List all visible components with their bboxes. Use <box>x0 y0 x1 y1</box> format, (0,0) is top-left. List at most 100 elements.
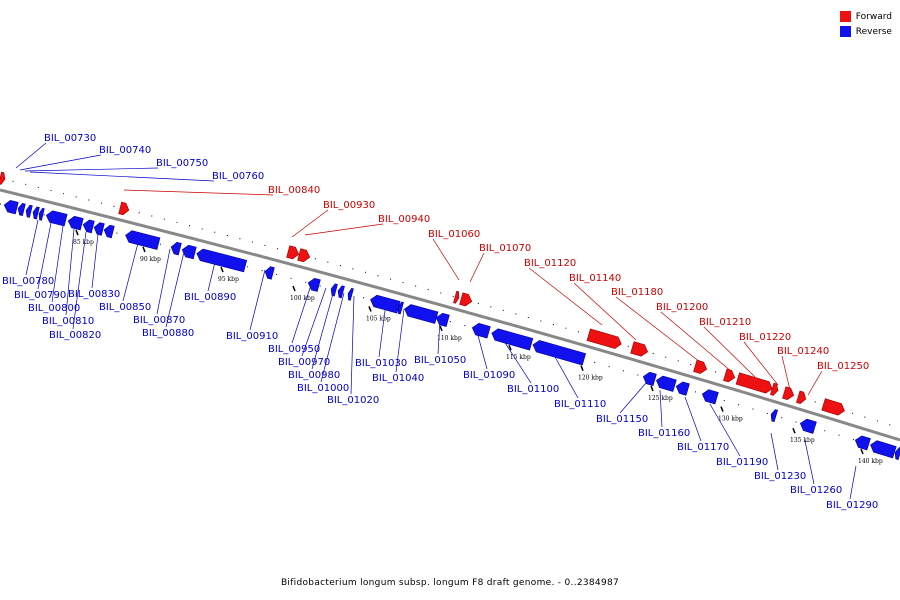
reverse-leader <box>65 228 75 316</box>
reverse-gene-15[interactable] <box>3 199 19 215</box>
forward-gene-4[interactable] <box>453 290 460 304</box>
gene-shape <box>532 340 586 366</box>
reverse-gene-41[interactable] <box>642 371 657 387</box>
reverse-leader <box>165 251 185 328</box>
gene-shape <box>38 207 45 221</box>
reverse-gene-38[interactable] <box>471 322 491 339</box>
scale-tick <box>142 246 146 253</box>
reverse-gene-20[interactable] <box>45 210 68 227</box>
forward-gene-1[interactable] <box>118 201 131 216</box>
gene-shape <box>491 328 534 351</box>
reverse-gene-46[interactable] <box>799 418 817 434</box>
reverse-gene-47[interactable] <box>854 434 871 451</box>
forward-gene-5[interactable] <box>459 292 474 308</box>
tick-label: 105 kbp <box>366 315 391 322</box>
forward-gene-13[interactable] <box>796 390 807 405</box>
reverse-gene-26[interactable] <box>170 241 182 256</box>
tick-label: 120 kbp <box>578 375 603 382</box>
forward-gene-11[interactable] <box>770 382 779 396</box>
reverse-track-guide <box>0 203 900 455</box>
reverse-leader <box>29 171 215 182</box>
scale-tick <box>508 344 512 351</box>
reverse-gene-22[interactable] <box>82 219 95 234</box>
reverse-leader <box>311 289 335 370</box>
forward-gene-6[interactable] <box>586 328 623 350</box>
reverse-gene-29[interactable] <box>264 266 275 280</box>
forward-gene-2[interactable] <box>286 245 301 260</box>
gene-shape <box>25 204 33 218</box>
reverse-gene-32[interactable] <box>337 285 345 299</box>
gene-shape <box>770 409 779 423</box>
legend-reverse: Reverse <box>839 24 892 39</box>
genome-backbone <box>0 188 900 442</box>
forward-gene-9[interactable] <box>723 368 736 383</box>
reverse-gene-42[interactable] <box>655 375 677 392</box>
forward-gene-0[interactable] <box>0 171 6 185</box>
gene-shape <box>93 222 105 236</box>
reverse-gene-35[interactable] <box>396 301 404 315</box>
reverse-gene-label: BIL_01050 <box>414 355 466 366</box>
gene-shape <box>435 312 450 328</box>
forward-leader <box>291 209 329 238</box>
forward-gene-3[interactable] <box>297 248 312 263</box>
forward-leader <box>573 282 637 341</box>
reverse-gene-18[interactable] <box>32 206 40 220</box>
reverse-leader <box>684 396 702 442</box>
reverse-gene-49[interactable] <box>893 447 900 461</box>
gene-shape <box>32 206 40 220</box>
reverse-gene-27[interactable] <box>181 244 197 260</box>
gene-shape <box>337 285 345 299</box>
gene-shape <box>286 245 300 260</box>
reverse-gene-40[interactable] <box>531 339 586 366</box>
reverse-leader <box>15 142 47 169</box>
scale-tick <box>650 385 654 392</box>
reverse-gene-21[interactable] <box>67 215 84 231</box>
genome-title: Bifidobacterium longum subsp. longum F8 … <box>280 578 620 588</box>
reverse-gene-37[interactable] <box>435 312 450 328</box>
reverse-gene-48[interactable] <box>869 439 897 459</box>
reverse-gene-44[interactable] <box>701 388 719 405</box>
reverse-gene-36[interactable] <box>403 303 439 324</box>
gene-features <box>0 171 900 461</box>
tick-label: 95 kbp <box>218 276 239 283</box>
gene-shape <box>196 248 248 273</box>
forward-gene-14[interactable] <box>821 398 847 417</box>
reverse-gene-label: BIL_01110 <box>554 399 606 410</box>
reverse-gene-23[interactable] <box>93 222 105 236</box>
reverse-gene-label: BIL_00820 <box>49 330 101 341</box>
reverse-gene-label: BIL_00760 <box>212 171 264 182</box>
reverse-gene-33[interactable] <box>347 287 354 301</box>
reverse-gene-39[interactable] <box>490 327 534 351</box>
gene-shape <box>307 278 321 292</box>
reverse-gene-25[interactable] <box>124 229 161 250</box>
reverse-gene-label: BIL_01260 <box>790 485 842 496</box>
forward-gene-label: BIL_01240 <box>777 346 829 357</box>
reverse-gene-24[interactable] <box>103 224 115 239</box>
forward-gene-8[interactable] <box>693 359 709 375</box>
tick-label: 100 kbp <box>290 295 315 302</box>
reverse-gene-45[interactable] <box>769 409 779 423</box>
reverse-gene-label: BIL_00880 <box>142 328 194 339</box>
gene-shape <box>854 435 871 451</box>
reverse-gene-label: BIL_00830 <box>68 289 120 300</box>
forward-gene-12[interactable] <box>782 386 795 401</box>
reverse-gene-31[interactable] <box>330 283 338 297</box>
reverse-gene-16[interactable] <box>17 202 26 217</box>
forward-gene-7[interactable] <box>630 341 650 358</box>
forward-leader <box>432 238 460 281</box>
reverse-gene-label: BIL_01230 <box>754 471 806 482</box>
gene-shape <box>894 447 900 461</box>
forward-gene-label: BIL_00930 <box>323 200 375 211</box>
reverse-gene-30[interactable] <box>307 277 321 292</box>
gene-shape <box>642 371 657 387</box>
forward-gene-label: BIL_00840 <box>268 185 320 196</box>
reverse-gene-label: BIL_00980 <box>288 370 340 381</box>
reverse-leader <box>849 465 857 500</box>
reverse-gene-34[interactable] <box>369 294 401 314</box>
reverse-gene-19[interactable] <box>38 207 45 221</box>
reverse-gene-28[interactable] <box>195 248 248 273</box>
reverse-gene-17[interactable] <box>25 204 33 218</box>
reverse-gene-43[interactable] <box>675 380 690 396</box>
forward-gene-10[interactable] <box>735 372 774 395</box>
